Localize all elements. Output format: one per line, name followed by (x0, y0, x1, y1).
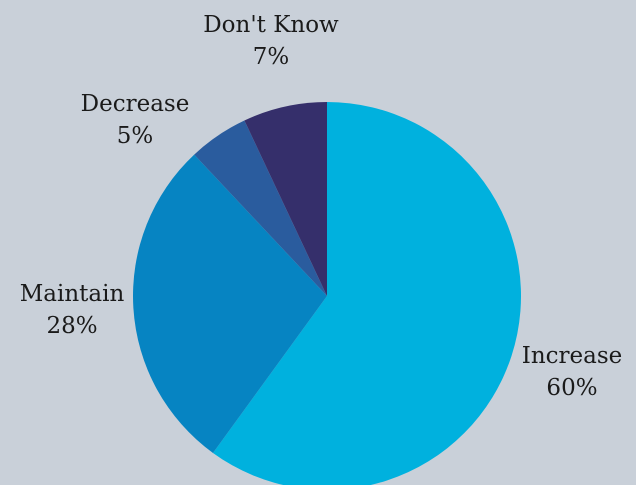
slice-label-dont-know: Don't Know 7% (203, 9, 339, 73)
pie-slice-don-t-know (244, 102, 327, 296)
pie-slice-maintain (133, 154, 327, 453)
slice-label-maintain: Maintain 28% (20, 278, 125, 342)
slice-label-maintain-value: 28% (46, 313, 98, 339)
slice-label-dont-know-name: Don't Know (203, 12, 339, 38)
pie-slice-increase (212, 102, 521, 485)
slice-label-decrease-value: 5% (116, 123, 154, 149)
slice-label-increase: Increase 60% (522, 340, 623, 404)
slice-label-decrease: Decrease 5% (81, 88, 190, 152)
slice-label-dont-know-value: 7% (252, 44, 290, 70)
slice-label-increase-name: Increase (521, 343, 623, 369)
pie-slice-decrease (194, 120, 327, 297)
slice-label-increase-value: 60% (546, 375, 598, 401)
slice-label-decrease-name: Decrease (80, 91, 190, 117)
slice-label-maintain-name: Maintain (19, 281, 125, 307)
